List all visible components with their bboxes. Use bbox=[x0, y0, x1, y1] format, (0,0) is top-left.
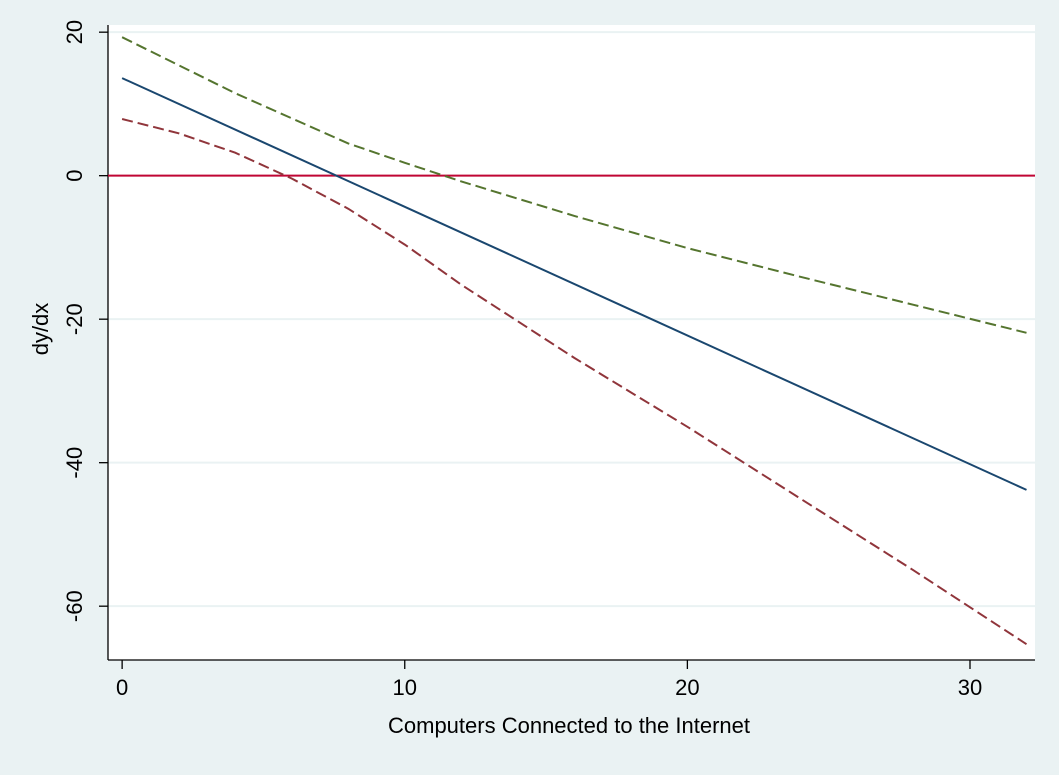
x-axis-title: Computers Connected to the Internet bbox=[388, 713, 750, 738]
series-line-estimate bbox=[121, 77, 1027, 491]
plot-area bbox=[108, 25, 1035, 660]
x-tick-label-0: 0 bbox=[116, 675, 128, 700]
y-axis-title: dy/dx bbox=[28, 303, 53, 356]
y-tick-label-neg40: -40 bbox=[62, 447, 87, 479]
x-tick-label-10: 10 bbox=[393, 675, 417, 700]
y-tick-label-0: 0 bbox=[62, 170, 87, 182]
y-tick-label-neg60: -60 bbox=[62, 590, 87, 622]
y-tick-label-20: 20 bbox=[62, 20, 87, 44]
axes-layer: 0 10 20 30 20 0 -20 -40 -60 bbox=[62, 20, 1035, 700]
series-line-lower-bound bbox=[121, 118, 1028, 646]
x-tick-label-30: 30 bbox=[958, 675, 982, 700]
x-tick-label-20: 20 bbox=[675, 675, 699, 700]
y-tick-label-neg20: -20 bbox=[62, 303, 87, 335]
series-layer bbox=[108, 36, 1035, 646]
grid-layer bbox=[108, 25, 1035, 660]
